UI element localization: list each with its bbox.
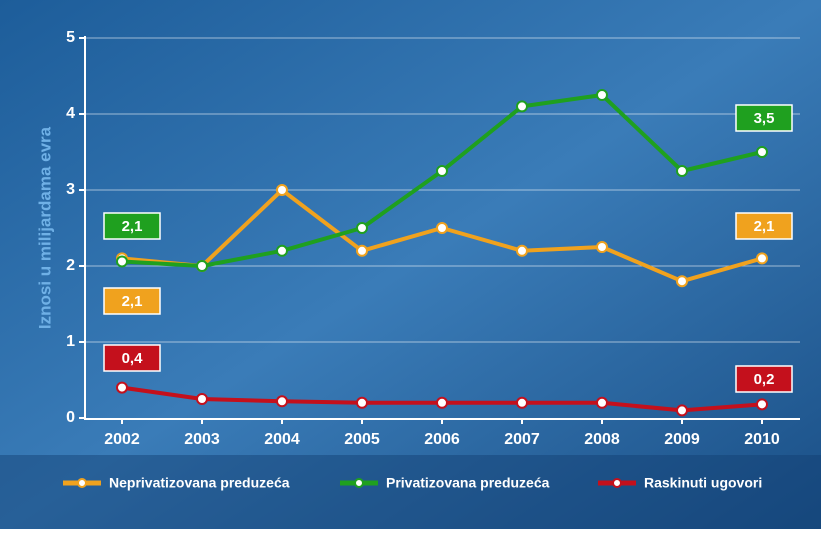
legend-band — [0, 455, 821, 529]
point — [516, 244, 528, 257]
point — [756, 252, 768, 265]
point — [436, 396, 448, 409]
point — [516, 396, 528, 409]
point — [196, 393, 208, 405]
point — [276, 395, 288, 408]
x-tick-label: 2008 — [584, 431, 620, 448]
point — [116, 255, 128, 268]
legend-marker — [612, 478, 622, 488]
value-label-box — [103, 344, 161, 372]
point — [436, 222, 448, 234]
y-tick-label: 5 — [66, 29, 75, 46]
legend-label: Neprivatizovana preduzeća — [109, 475, 290, 491]
point — [676, 275, 688, 288]
value-label: 3,5 — [754, 110, 775, 127]
point — [436, 165, 448, 177]
x-tick-label: 2004 — [264, 431, 300, 448]
y-tick-label: 0 — [66, 409, 75, 426]
x-tick-label: 2009 — [664, 431, 700, 448]
point — [596, 396, 608, 409]
point — [276, 244, 288, 257]
point — [356, 222, 368, 234]
point — [356, 396, 368, 409]
x-tick-label: 2003 — [184, 431, 220, 448]
point — [596, 241, 608, 253]
x-tick-label: 2002 — [104, 431, 140, 448]
y-axis-label: Iznosi u milijardama evra — [35, 126, 54, 329]
point — [756, 398, 768, 411]
point — [116, 381, 128, 394]
y-tick-label: 3 — [66, 181, 75, 198]
legend-marker — [77, 478, 87, 488]
point — [356, 244, 368, 257]
point — [596, 89, 608, 101]
x-tick-label: 2010 — [744, 431, 780, 448]
point — [196, 260, 208, 272]
point — [676, 165, 688, 177]
value-label-box — [103, 287, 161, 315]
legend-marker — [354, 478, 364, 488]
value-label-box — [735, 104, 793, 132]
y-tick-label: 4 — [66, 105, 75, 122]
point — [276, 184, 288, 196]
value-label: 2,1 — [122, 218, 143, 235]
value-label: 0,2 — [754, 371, 775, 388]
legend-label: Raskinuti ugovori — [644, 475, 762, 491]
value-label-box — [735, 212, 793, 240]
value-label-box — [103, 212, 161, 240]
legend-label: Privatizovana preduzeća — [386, 475, 550, 491]
y-tick-label: 2 — [66, 257, 75, 274]
value-label: 2,1 — [122, 293, 143, 310]
x-tick-label: 2005 — [344, 431, 380, 448]
point — [676, 404, 688, 417]
value-label: 2,1 — [754, 218, 775, 235]
value-label: 0,4 — [122, 350, 144, 367]
point — [756, 146, 768, 158]
value-label-box — [735, 365, 793, 393]
x-tick-label: 2007 — [504, 431, 540, 448]
x-tick-label: 2006 — [424, 431, 460, 448]
point — [516, 100, 528, 113]
y-tick-label: 1 — [66, 333, 75, 350]
